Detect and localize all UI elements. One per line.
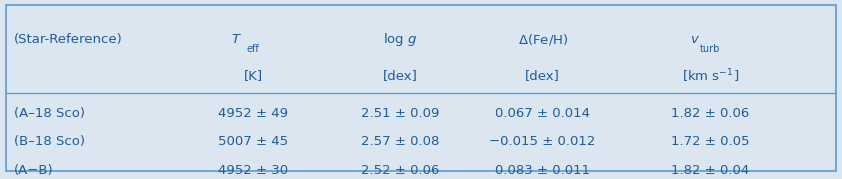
FancyBboxPatch shape	[6, 5, 836, 171]
Text: log $\mathit{g}$: log $\mathit{g}$	[383, 31, 417, 48]
Text: [km s$^{-1}$]: [km s$^{-1}$]	[682, 67, 739, 85]
Text: 1.82 ± 0.06: 1.82 ± 0.06	[671, 107, 749, 120]
Text: 4952 ± 30: 4952 ± 30	[218, 164, 288, 177]
Text: 0.083 ± 0.011: 0.083 ± 0.011	[495, 164, 590, 177]
Text: $\mathit{T}$: $\mathit{T}$	[232, 33, 242, 46]
Text: 4952 ± 49: 4952 ± 49	[218, 107, 288, 120]
Text: (Star-Reference): (Star-Reference)	[14, 33, 123, 46]
Text: [dex]: [dex]	[382, 69, 418, 82]
Text: 1.82 ± 0.04: 1.82 ± 0.04	[671, 164, 749, 177]
Text: 1.72 ± 0.05: 1.72 ± 0.05	[671, 135, 749, 148]
Text: (A−B): (A−B)	[14, 164, 54, 177]
Text: 2.51 ± 0.09: 2.51 ± 0.09	[361, 107, 440, 120]
Text: 2.57 ± 0.08: 2.57 ± 0.08	[361, 135, 440, 148]
Text: [K]: [K]	[243, 69, 263, 82]
Text: −0.015 ± 0.012: −0.015 ± 0.012	[489, 135, 596, 148]
Text: turb: turb	[700, 44, 720, 54]
Text: (A–18 Sco): (A–18 Sco)	[14, 107, 85, 120]
Text: eff: eff	[247, 44, 259, 54]
Text: $\Delta$(Fe/H): $\Delta$(Fe/H)	[518, 32, 568, 47]
Text: 2.52 ± 0.06: 2.52 ± 0.06	[361, 164, 440, 177]
Text: (B–18 Sco): (B–18 Sco)	[14, 135, 85, 148]
Text: 0.067 ± 0.014: 0.067 ± 0.014	[495, 107, 590, 120]
Text: [dex]: [dex]	[525, 69, 560, 82]
Text: $\mathit{v}$: $\mathit{v}$	[690, 33, 700, 46]
Text: 5007 ± 45: 5007 ± 45	[218, 135, 288, 148]
